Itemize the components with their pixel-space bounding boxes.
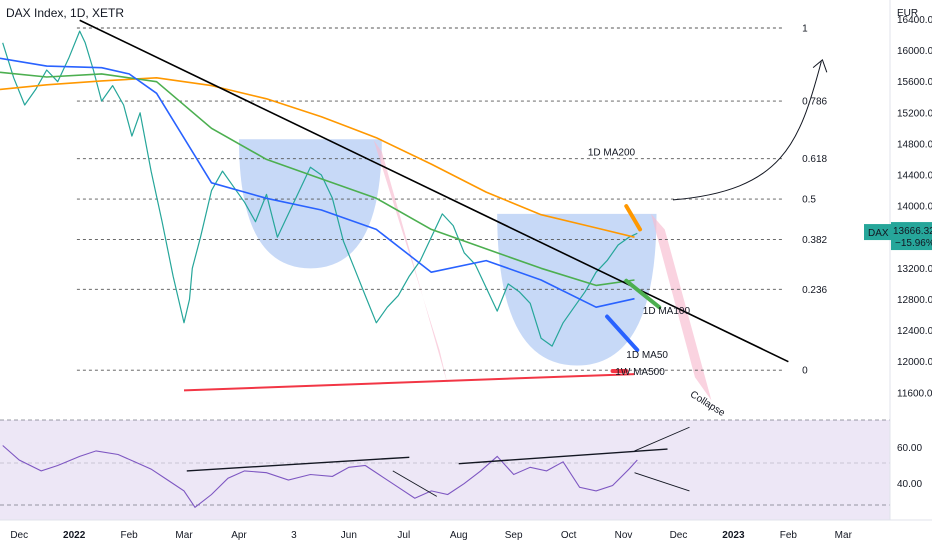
rsi-trendline bbox=[458, 448, 668, 465]
time-tick-label: Feb bbox=[780, 530, 798, 541]
series-line bbox=[2, 445, 638, 509]
annotation-label: 1D MA100 bbox=[643, 306, 691, 317]
time-tick-label: 2022 bbox=[63, 530, 86, 541]
annotation-label: 1W MA500 bbox=[615, 367, 665, 378]
fib-label: 0 bbox=[802, 366, 808, 377]
price-tick-label: 14800.00 bbox=[897, 139, 932, 150]
time-tick-label: Aug bbox=[450, 530, 468, 541]
price-tick-label: 13200.00 bbox=[897, 264, 932, 275]
fib-label: 0.382 bbox=[802, 235, 827, 246]
projection-channel-2 bbox=[651, 213, 712, 401]
annotation-label: 1D MA50 bbox=[626, 350, 668, 361]
currency-label: EUR bbox=[897, 8, 918, 19]
projection-arrowhead bbox=[812, 59, 828, 73]
time-tick-label: Mar bbox=[175, 530, 193, 541]
last-price-symbol-badge bbox=[864, 224, 891, 241]
last-price-value: 13666.32 bbox=[893, 226, 932, 237]
rsi-arrow bbox=[392, 470, 437, 497]
time-tick-label: Jun bbox=[341, 530, 357, 541]
rsi-trendline bbox=[186, 456, 410, 472]
annotation-arrow bbox=[624, 278, 662, 310]
series-line bbox=[183, 373, 635, 392]
price-tick-label: 12000.00 bbox=[897, 357, 932, 368]
fib-label: 0.786 bbox=[802, 97, 827, 108]
time-tick-label: Feb bbox=[120, 530, 138, 541]
series-lines bbox=[0, 30, 638, 392]
series-line bbox=[0, 77, 635, 238]
time-tick-label: 3 bbox=[291, 530, 297, 541]
rsi-panel: 40.00 60.00 bbox=[2, 426, 922, 509]
price-tick-label: 12400.00 bbox=[897, 326, 932, 337]
time-tick-label: Sep bbox=[505, 530, 523, 541]
price-tick-label: 16400.00 bbox=[897, 15, 932, 26]
time-tick-label: Dec bbox=[670, 530, 688, 541]
fib-levels: 1 0.786 0.618 0.5 0.382 0.236 0 bbox=[76, 24, 828, 377]
price-tick-label: 11600.00 bbox=[897, 388, 932, 399]
price-tick-label: 12800.00 bbox=[897, 295, 932, 306]
cup-shape-1 bbox=[238, 139, 382, 269]
last-price-badge bbox=[891, 222, 932, 251]
price-tick-label: 16000.00 bbox=[897, 46, 932, 57]
last-price-symbol: DAX bbox=[868, 228, 889, 239]
annotation-arrow bbox=[624, 204, 643, 232]
time-tick-label: Dec bbox=[10, 530, 28, 541]
time-tick-label: Jul bbox=[397, 530, 410, 541]
price-axis: 11600.00 12000.00 12400.00 12800.00 13200.00… bbox=[864, 15, 932, 399]
price-tick-label: 15200.00 bbox=[897, 108, 932, 119]
time-tick-label: Apr bbox=[231, 530, 247, 541]
price-tick-label: 15600.00 bbox=[897, 77, 932, 88]
last-price-change: −15.96% bbox=[895, 238, 932, 249]
series-line bbox=[0, 71, 635, 287]
fib-label: 0.5 bbox=[802, 195, 816, 206]
annotation-label: 1D MA200 bbox=[588, 148, 636, 159]
time-tick-label: Nov bbox=[615, 530, 633, 541]
fib-label: 1 bbox=[802, 24, 808, 35]
trendline bbox=[79, 19, 789, 363]
price-tick-label: 14000.00 bbox=[897, 202, 932, 213]
projection-curve bbox=[672, 61, 822, 201]
price-tick-label: 14400.00 bbox=[897, 171, 932, 182]
drawing-lines bbox=[79, 19, 828, 363]
chart-title: DAX Index, 1D, XETR bbox=[6, 6, 124, 20]
rsi-background bbox=[0, 420, 890, 520]
rsi-arrow bbox=[634, 426, 690, 452]
annotation-arrow bbox=[605, 314, 640, 352]
rsi-arrow bbox=[634, 472, 690, 492]
time-axis: Dec 2022 Feb Mar Apr 3 Jun Jul Aug Sep Oct Nov Dec 20… bbox=[10, 530, 852, 541]
time-tick-label: 2023 bbox=[722, 530, 745, 541]
series-line bbox=[2, 30, 638, 347]
fib-label: 0.618 bbox=[802, 154, 827, 165]
series-line bbox=[0, 57, 635, 308]
rsi-tick-label: 60.00 bbox=[897, 443, 922, 454]
fib-label: 0.236 bbox=[802, 285, 827, 296]
rsi-tick-label: 40.00 bbox=[897, 479, 922, 490]
time-tick-label: Oct bbox=[561, 530, 577, 541]
time-tick-label: Mar bbox=[835, 530, 853, 541]
